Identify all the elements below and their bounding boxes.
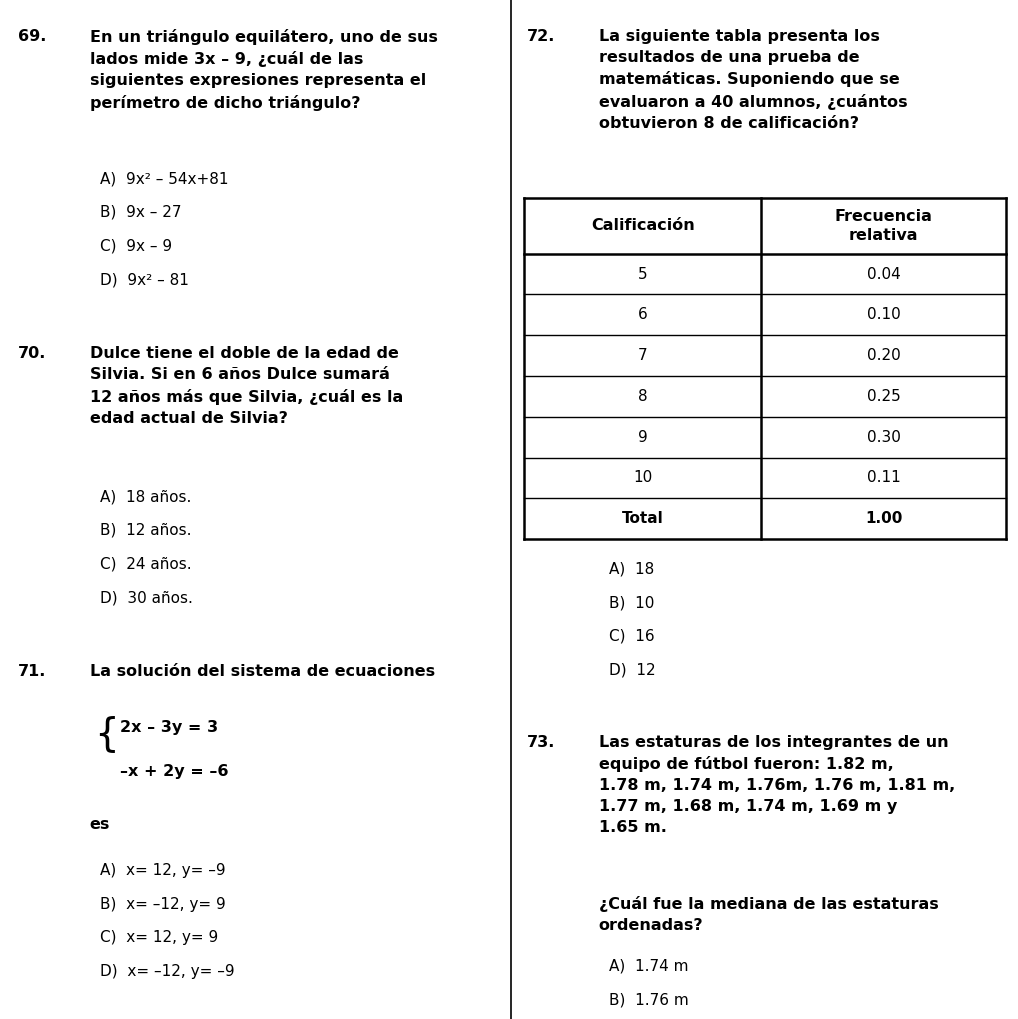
Text: La siguiente tabla presenta los
resultados de una prueba de
matemáticas. Suponie: La siguiente tabla presenta los resultad… — [599, 29, 907, 130]
Text: –x + 2y = –6: –x + 2y = –6 — [120, 764, 229, 780]
Text: Las estaturas de los integrantes de un
equipo de fútbol fueron: 1.82 m,
1.78 m, : Las estaturas de los integrantes de un e… — [599, 735, 955, 836]
Text: D)  x= –12, y= –9: D) x= –12, y= –9 — [100, 964, 234, 979]
Text: 71.: 71. — [18, 664, 47, 680]
Text: 5: 5 — [638, 267, 647, 281]
Text: 0.20: 0.20 — [866, 348, 901, 363]
Text: C)  9x – 9: C) 9x – 9 — [100, 238, 172, 254]
Text: C)  16: C) 16 — [609, 629, 655, 644]
Text: 0.10: 0.10 — [866, 308, 901, 322]
Text: B)  12 años.: B) 12 años. — [100, 523, 191, 538]
Text: B)  x= –12, y= 9: B) x= –12, y= 9 — [100, 897, 226, 912]
Text: 1.00: 1.00 — [865, 512, 902, 526]
Text: A)  18: A) 18 — [609, 561, 654, 577]
Text: 73.: 73. — [527, 735, 556, 750]
Text: 7: 7 — [638, 348, 647, 363]
Text: A)  18 años.: A) 18 años. — [100, 489, 191, 504]
Text: B)  1.76 m: B) 1.76 m — [609, 993, 688, 1008]
Text: A)  1.74 m: A) 1.74 m — [609, 959, 688, 974]
Text: es: es — [90, 817, 110, 833]
Text: 8: 8 — [638, 389, 647, 404]
Text: D)  12: D) 12 — [609, 662, 656, 678]
Text: A)  9x² – 54x+81: A) 9x² – 54x+81 — [100, 171, 228, 186]
Text: 9: 9 — [638, 430, 647, 444]
Text: Dulce tiene el doble de la edad de
Silvia. Si en 6 años Dulce sumará
12 años más: Dulce tiene el doble de la edad de Silvi… — [90, 346, 403, 426]
Text: En un triángulo equilátero, uno de sus
lados mide 3x – 9, ¿cuál de las
siguiente: En un triángulo equilátero, uno de sus l… — [90, 29, 438, 110]
Text: 0.04: 0.04 — [866, 267, 901, 281]
Text: D)  9x² – 81: D) 9x² – 81 — [100, 272, 188, 287]
Text: ¿Cuál fue la mediana de las estaturas
ordenadas?: ¿Cuál fue la mediana de las estaturas or… — [599, 896, 939, 932]
Text: B)  9x – 27: B) 9x – 27 — [100, 205, 181, 220]
Text: C)  24 años.: C) 24 años. — [100, 556, 191, 572]
Text: {: { — [94, 715, 118, 753]
Text: 72.: 72. — [527, 29, 556, 44]
Text: 70.: 70. — [18, 346, 47, 362]
Text: La solución del sistema de ecuaciones: La solución del sistema de ecuaciones — [90, 664, 435, 680]
Text: 0.25: 0.25 — [866, 389, 901, 404]
Text: Calificación: Calificación — [591, 218, 694, 233]
Text: D)  30 años.: D) 30 años. — [100, 590, 192, 605]
Text: C)  x= 12, y= 9: C) x= 12, y= 9 — [100, 930, 218, 946]
Text: A)  x= 12, y= –9: A) x= 12, y= –9 — [100, 863, 225, 878]
Text: 6: 6 — [638, 308, 647, 322]
Text: Total: Total — [622, 512, 664, 526]
Text: 0.30: 0.30 — [866, 430, 901, 444]
Text: 2x – 3y = 3: 2x – 3y = 3 — [120, 720, 218, 736]
Text: Frecuencia
relativa: Frecuencia relativa — [835, 209, 932, 243]
Text: 0.11: 0.11 — [866, 471, 901, 485]
Text: 69.: 69. — [18, 29, 47, 44]
Text: B)  10: B) 10 — [609, 595, 655, 610]
Text: 10: 10 — [633, 471, 653, 485]
